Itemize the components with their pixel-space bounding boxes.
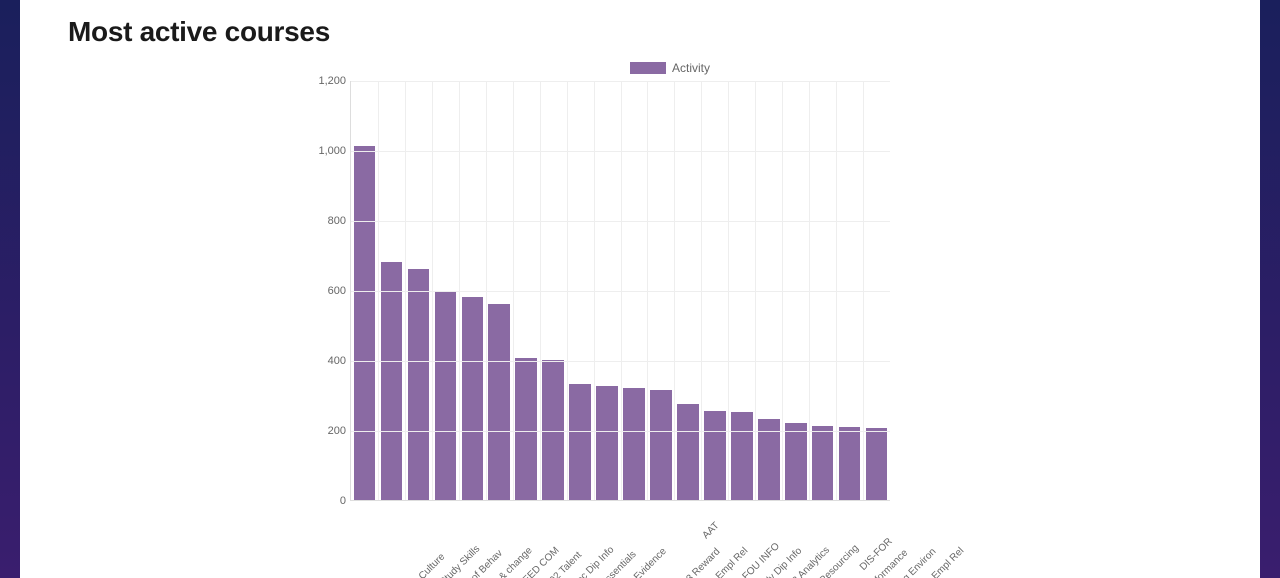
v-gridline — [540, 81, 541, 500]
v-gridline — [782, 81, 783, 500]
page-background: Most active courses Activity 02004006008… — [0, 0, 1280, 578]
y-tick-label: 600 — [300, 285, 346, 297]
y-tick-label: 200 — [300, 425, 346, 437]
y-axis: 02004006008001,0001,200 — [300, 81, 346, 501]
v-gridline — [728, 81, 729, 500]
bar[interactable] — [866, 428, 888, 500]
y-tick-label: 1,200 — [300, 75, 346, 87]
bar[interactable] — [812, 426, 834, 500]
y-tick-label: 400 — [300, 355, 346, 367]
v-gridline — [513, 81, 514, 500]
v-gridline — [594, 81, 595, 500]
v-gridline — [405, 81, 406, 500]
v-gridline — [836, 81, 837, 500]
bar[interactable] — [623, 388, 645, 500]
y-tick-label: 0 — [300, 495, 346, 507]
v-gridline — [863, 81, 864, 500]
bar[interactable] — [408, 269, 430, 500]
bar[interactable] — [354, 146, 376, 500]
chart-card: Most active courses Activity 02004006008… — [20, 0, 1260, 578]
v-gridline — [674, 81, 675, 500]
bar[interactable] — [596, 386, 618, 500]
bar[interactable] — [515, 358, 537, 500]
bar[interactable] — [677, 404, 699, 500]
v-gridline — [459, 81, 460, 500]
legend-label: Activity — [672, 61, 710, 75]
bar[interactable] — [650, 390, 672, 500]
v-gridline — [621, 81, 622, 500]
v-gridline — [432, 81, 433, 500]
chart-legend: Activity — [350, 60, 990, 75]
v-gridline — [567, 81, 568, 500]
bar[interactable] — [435, 292, 457, 500]
v-gridline — [809, 81, 810, 500]
bar[interactable] — [488, 304, 510, 500]
v-gridline — [647, 81, 648, 500]
bar[interactable] — [785, 423, 807, 500]
bar[interactable] — [462, 297, 484, 500]
plot-wrap: 02004006008001,0001,200 Perf & CultureSt… — [350, 81, 990, 501]
plot-area — [350, 81, 890, 501]
bar[interactable] — [839, 427, 861, 500]
v-gridline — [378, 81, 379, 500]
chart-container: Activity 02004006008001,0001,200 Perf & … — [350, 60, 990, 501]
bar[interactable] — [381, 262, 403, 500]
v-gridline — [755, 81, 756, 500]
bar[interactable] — [569, 384, 591, 500]
v-gridline — [701, 81, 702, 500]
y-tick-label: 800 — [300, 215, 346, 227]
page-title: Most active courses — [68, 16, 1260, 48]
v-gridline — [486, 81, 487, 500]
bar[interactable] — [704, 411, 726, 500]
bar[interactable] — [542, 360, 564, 500]
legend-swatch — [630, 62, 666, 74]
y-tick-label: 1,000 — [300, 145, 346, 157]
bar[interactable] — [731, 412, 753, 500]
